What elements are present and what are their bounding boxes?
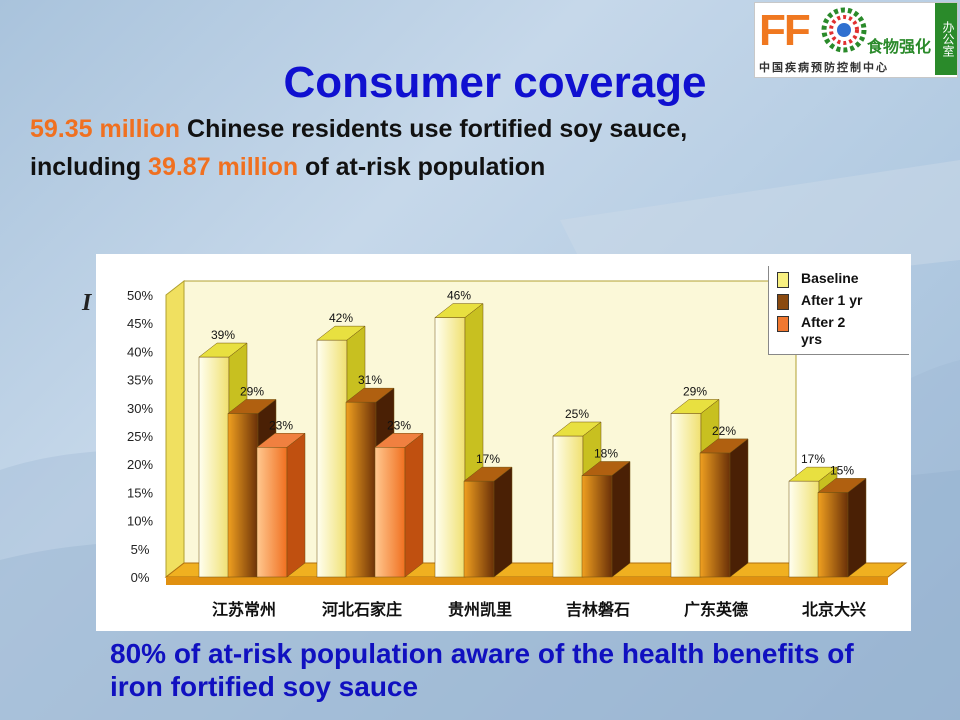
y-tick-label: 10% [127, 514, 153, 529]
data-label: 46% [447, 289, 471, 303]
page-title: Consumer coverage [283, 58, 707, 107]
bar [256, 447, 288, 578]
legend-item-baseline: Baseline [769, 266, 909, 288]
bar-side [493, 466, 513, 578]
bar-side [729, 438, 749, 578]
y-tick-label: 50% [127, 288, 153, 303]
logo-ring-icon [821, 7, 867, 53]
data-label: 17% [801, 452, 825, 466]
y-tick-label: 40% [127, 344, 153, 359]
bar [316, 339, 348, 578]
data-label: 17% [476, 452, 500, 466]
logo-letters: FF [759, 6, 811, 55]
subtitle-line-2-prefix: including [30, 153, 149, 181]
awareness-footnote: 80% of at-risk population aware of the h… [110, 638, 854, 702]
bar-side [847, 477, 867, 578]
data-label: 29% [240, 384, 264, 398]
legend-label-after-1-yr: After 1 yr [801, 292, 863, 308]
obscured-text-fragment: I [82, 290, 92, 316]
y-tick-label: 35% [127, 373, 153, 388]
bar [817, 492, 849, 578]
data-label: 22% [712, 424, 736, 438]
y-tick-label: 5% [131, 542, 150, 557]
chart-legend: Baseline After 1 yr After 2 yrs [768, 266, 909, 355]
bar [434, 317, 466, 578]
bar [198, 356, 230, 578]
data-label: 29% [683, 384, 707, 398]
bar-side [404, 432, 424, 578]
bar [699, 452, 731, 578]
subtitle-line-1-text: Chinese residents use fortified soy sauc… [180, 115, 688, 143]
y-tick-label: 15% [127, 485, 153, 500]
legend-swatch-after-1-yr [777, 294, 789, 310]
subtitle-line-2-text: of at-risk population [298, 153, 546, 181]
subtitle-line-2: including 39.87 million of at-risk popul… [30, 153, 545, 182]
x-category-label: 广东英德 [684, 600, 748, 619]
bar [670, 413, 702, 578]
legend-label-baseline: Baseline [801, 270, 859, 286]
y-tick-label: 45% [127, 316, 153, 331]
data-label: 39% [211, 328, 235, 342]
x-category-label: 河北石家庄 [322, 600, 402, 619]
data-label: 23% [387, 418, 411, 432]
logo-org: 中国疾病预防控制中心 [759, 62, 889, 74]
legend-item-after-2-yrs: After 2 yrs [769, 310, 909, 347]
logo-cn-name: 食物强化 [867, 39, 932, 56]
residents-count: 59.35 million [30, 115, 181, 143]
data-label: 15% [830, 463, 854, 477]
legend-swatch-baseline [777, 272, 789, 288]
subtitle-line-1: 59.35 million Chinese residents use fort… [30, 115, 687, 144]
ffo-logo: FF 食物强化 中国疾病预防控制中心 办公室 [754, 2, 958, 78]
bar [788, 480, 820, 578]
x-category-label: 江苏常州 [212, 600, 276, 619]
bar [227, 413, 259, 578]
bar-side [611, 460, 631, 578]
y-tick-label: 30% [127, 401, 153, 416]
legend-label-after-2-yrs: After 2 yrs [801, 314, 846, 347]
y-tick-label: 20% [127, 457, 153, 472]
data-label: 42% [329, 311, 353, 325]
data-label: 23% [269, 418, 293, 432]
y-tick-label: 25% [127, 429, 153, 444]
at-risk-count: 39.87 million [148, 153, 299, 181]
x-category-label: 北京大兴 [802, 600, 866, 619]
data-label: 25% [565, 407, 589, 421]
bar [581, 475, 613, 578]
legend-item-after-1-yr: After 1 yr [769, 288, 909, 310]
bar [552, 435, 584, 578]
logo-side: 办公室 [935, 3, 957, 75]
data-label: 31% [358, 373, 382, 387]
data-label: 18% [594, 446, 618, 460]
chart-side-wall [165, 279, 185, 579]
bar-chart: 0% 5% 10% 15% 20% 25% 30% 35% 40% 45% 50% 39% 29% 23%… [127, 279, 908, 619]
bar [463, 480, 495, 578]
x-category-label: 贵州凯里 [448, 600, 512, 619]
x-category-label: 吉林磐石 [566, 600, 630, 619]
bar [374, 447, 406, 578]
legend-swatch-after-2-yrs [777, 316, 789, 332]
bar [345, 401, 377, 578]
chart-floor-edge [166, 577, 888, 585]
y-tick-label: 0% [131, 570, 150, 585]
bar-side [286, 432, 306, 578]
